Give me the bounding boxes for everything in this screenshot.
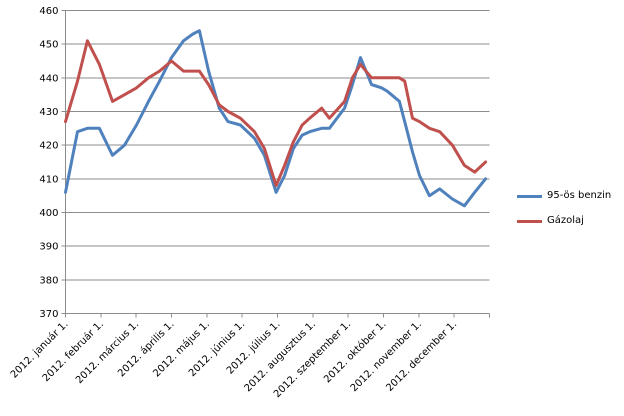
y-tick-label: 420 xyxy=(39,141,58,152)
legend-item-gazolaj: Gázolaj xyxy=(517,214,611,228)
y-tick-label: 380 xyxy=(39,275,58,286)
y-tick-label: 460 xyxy=(39,6,58,17)
x-tick-label: 2012. október 1. xyxy=(321,318,388,385)
y-tick-label: 390 xyxy=(39,242,58,253)
legend-label-gazolaj: Gázolaj xyxy=(547,215,584,226)
x-tick-label: 2012. december 1. xyxy=(384,319,459,394)
y-tick-label: 440 xyxy=(39,73,58,84)
legend-item-benzin: 95-ös benzin xyxy=(517,189,611,203)
y-tick-label: 410 xyxy=(39,174,58,185)
y-tick-label: 430 xyxy=(39,107,58,118)
legend-label-benzin: 95-ös benzin xyxy=(547,190,612,201)
y-tick-label: 370 xyxy=(39,309,58,320)
x-tick-label: 2012. március 1. xyxy=(73,318,141,386)
y-tick-label: 400 xyxy=(39,208,58,219)
series-line-benzin xyxy=(64,29,488,208)
x-tick-label: 2012. február 1. xyxy=(40,318,106,384)
legend-line-gazolaj-icon xyxy=(517,219,542,223)
legend: 95-ös benzin Gázolaj xyxy=(517,189,611,228)
legend-line-benzin-icon xyxy=(517,194,542,198)
y-tick-label: 450 xyxy=(39,40,58,51)
series-line-gazolaj xyxy=(64,39,488,188)
